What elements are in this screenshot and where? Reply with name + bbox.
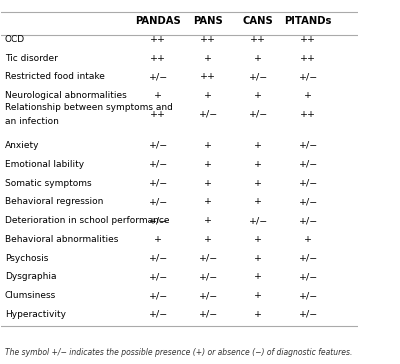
Text: ++: ++ bbox=[300, 35, 316, 44]
Text: +: + bbox=[204, 197, 212, 206]
Text: +/−: +/− bbox=[149, 178, 168, 187]
Text: +: + bbox=[254, 254, 262, 263]
Text: +/−: +/− bbox=[298, 291, 318, 300]
Text: +: + bbox=[254, 197, 262, 206]
Text: +: + bbox=[304, 235, 312, 244]
Text: PANDAS: PANDAS bbox=[136, 16, 181, 26]
Text: PITANDs: PITANDs bbox=[284, 16, 332, 26]
Text: +/−: +/− bbox=[199, 291, 218, 300]
Text: Restricted food intake: Restricted food intake bbox=[5, 72, 105, 82]
Text: ++: ++ bbox=[300, 110, 316, 119]
Text: +/−: +/− bbox=[149, 254, 168, 263]
Text: +/−: +/− bbox=[149, 291, 168, 300]
Text: +: + bbox=[204, 54, 212, 63]
Text: +/−: +/− bbox=[249, 72, 268, 82]
Text: CANS: CANS bbox=[243, 16, 274, 26]
Text: +/−: +/− bbox=[298, 272, 318, 281]
Text: +: + bbox=[204, 178, 212, 187]
Text: +: + bbox=[304, 91, 312, 100]
Text: +/−: +/− bbox=[298, 197, 318, 206]
Text: Relationship between symptoms and: Relationship between symptoms and bbox=[5, 103, 173, 112]
Text: +: + bbox=[254, 54, 262, 63]
Text: +/−: +/− bbox=[298, 254, 318, 263]
Text: ++: ++ bbox=[150, 35, 166, 44]
Text: +: + bbox=[254, 310, 262, 319]
Text: Behavioral abnormalities: Behavioral abnormalities bbox=[5, 235, 118, 244]
Text: +/−: +/− bbox=[149, 272, 168, 281]
Text: Psychosis: Psychosis bbox=[5, 254, 48, 263]
Text: +: + bbox=[254, 160, 262, 169]
Text: +: + bbox=[254, 141, 262, 150]
Text: +/−: +/− bbox=[199, 110, 218, 119]
Text: PANS: PANS bbox=[194, 16, 223, 26]
Text: +/−: +/− bbox=[298, 178, 318, 187]
Text: +/−: +/− bbox=[149, 160, 168, 169]
Text: +/−: +/− bbox=[199, 310, 218, 319]
Text: +: + bbox=[254, 235, 262, 244]
Text: +: + bbox=[154, 91, 162, 100]
Text: +: + bbox=[254, 178, 262, 187]
Text: +: + bbox=[254, 91, 262, 100]
Text: +: + bbox=[204, 141, 212, 150]
Text: +/−: +/− bbox=[298, 141, 318, 150]
Text: +/−: +/− bbox=[249, 110, 268, 119]
Text: +: + bbox=[254, 291, 262, 300]
Text: ++: ++ bbox=[250, 35, 266, 44]
Text: +/−: +/− bbox=[149, 141, 168, 150]
Text: Deterioration in school performance: Deterioration in school performance bbox=[5, 216, 170, 225]
Text: +/−: +/− bbox=[298, 160, 318, 169]
Text: Clumsiness: Clumsiness bbox=[5, 291, 56, 300]
Text: The symbol +/− indicates the possible presence (+) or absence (−) of diagnostic : The symbol +/− indicates the possible pr… bbox=[5, 348, 352, 357]
Text: Dysgraphia: Dysgraphia bbox=[5, 272, 56, 281]
Text: an infection: an infection bbox=[5, 116, 59, 126]
Text: +: + bbox=[204, 160, 212, 169]
Text: +/−: +/− bbox=[298, 310, 318, 319]
Text: +: + bbox=[204, 235, 212, 244]
Text: +: + bbox=[254, 272, 262, 281]
Text: +/−: +/− bbox=[149, 216, 168, 225]
Text: ++: ++ bbox=[150, 54, 166, 63]
Text: OCD: OCD bbox=[5, 35, 25, 44]
Text: Hyperactivity: Hyperactivity bbox=[5, 310, 66, 319]
Text: Neurological abnormalities: Neurological abnormalities bbox=[5, 91, 127, 100]
Text: Emotional lability: Emotional lability bbox=[5, 160, 84, 169]
Text: +/−: +/− bbox=[298, 216, 318, 225]
Text: ++: ++ bbox=[200, 72, 216, 82]
Text: +: + bbox=[204, 216, 212, 225]
Text: +/−: +/− bbox=[149, 310, 168, 319]
Text: +/−: +/− bbox=[298, 72, 318, 82]
Text: +/−: +/− bbox=[199, 254, 218, 263]
Text: +/−: +/− bbox=[199, 272, 218, 281]
Text: +: + bbox=[154, 235, 162, 244]
Text: +: + bbox=[204, 91, 212, 100]
Text: +/−: +/− bbox=[249, 216, 268, 225]
Text: +/−: +/− bbox=[149, 72, 168, 82]
Text: ++: ++ bbox=[150, 110, 166, 119]
Text: Behavioral regression: Behavioral regression bbox=[5, 197, 103, 206]
Text: Somatic symptoms: Somatic symptoms bbox=[5, 178, 92, 187]
Text: +/−: +/− bbox=[149, 197, 168, 206]
Text: ++: ++ bbox=[300, 54, 316, 63]
Text: Anxiety: Anxiety bbox=[5, 141, 40, 150]
Text: Tic disorder: Tic disorder bbox=[5, 54, 58, 63]
Text: ++: ++ bbox=[200, 35, 216, 44]
